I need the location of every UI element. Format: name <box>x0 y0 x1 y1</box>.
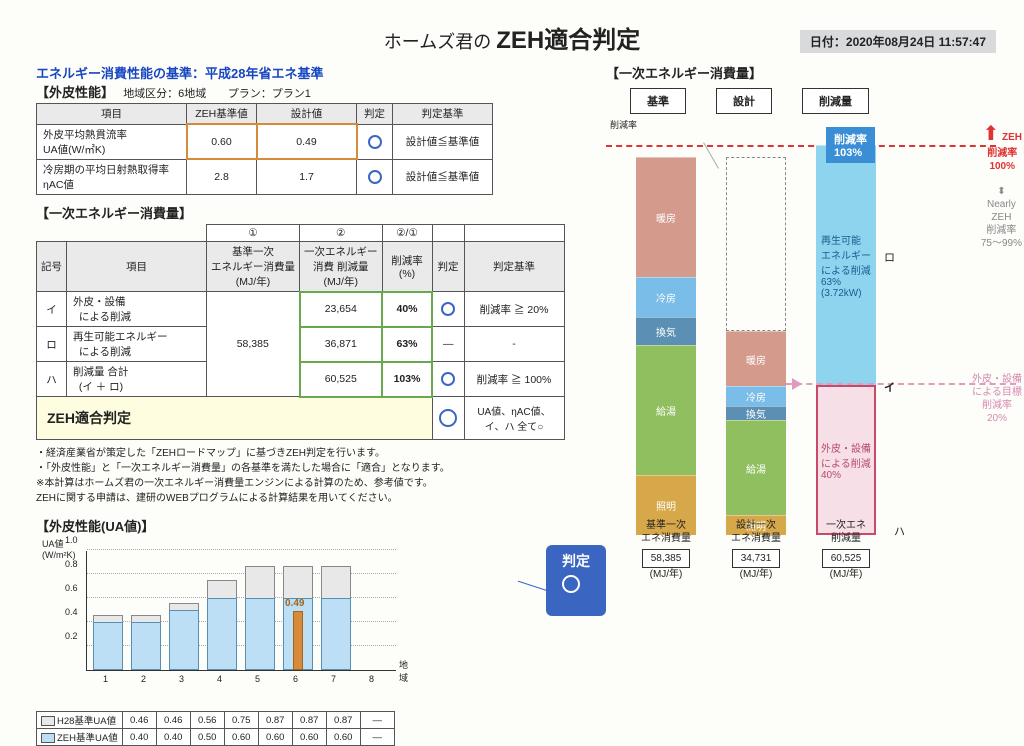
ua-chart: UA値 (W/m²K) 0.20.40.60.81.012345678地域0.4… <box>86 541 426 691</box>
ua-section: 【外皮性能(UA値)】 <box>36 516 586 535</box>
ua-legend-table: H28基準UA値0.460.460.560.750.870.870.87—ZEH… <box>36 711 395 746</box>
envelope-header: 【外皮性能】 地域区分：6地域 プラン：プラン1 <box>36 82 586 101</box>
energy-table: ①②②/①記号項目基準一次 エネルギー消費量 (MJ/年)一次エネルギー 消費 … <box>36 224 565 441</box>
energy-stacked-chart: 暖房冷房換気給湯照明基準一次 エネ消費量58,385(MJ/年)暖房冷房換気給湯… <box>606 135 996 575</box>
envelope-table: 項目ZEH基準値設計値判定判定基準外皮平均熱貫流率 UA値(W/㎡K)0.600… <box>36 103 493 195</box>
column-headers: 基準設計削減量 <box>630 88 996 114</box>
title-main: ZEH適合判定 <box>496 27 640 54</box>
title-prefix: ホームズ君の <box>384 32 491 52</box>
timestamp: 日付：2020年08月24日 11:57:47 <box>800 30 996 53</box>
y-label: 削減率 <box>610 118 996 131</box>
right-title: 【一次エネルギー消費量】 <box>606 63 996 82</box>
notes: ・経済産業省が策定した「ZEHロードマップ」に基づきZEH判定を行います。・「外… <box>36 446 586 506</box>
energy-section: 【一次エネルギー消費量】 <box>36 203 586 222</box>
judge-badge: 判定 <box>546 545 606 616</box>
basis-line: エネルギー消費性能の基準：平成28年省エネ基準 <box>36 63 586 82</box>
